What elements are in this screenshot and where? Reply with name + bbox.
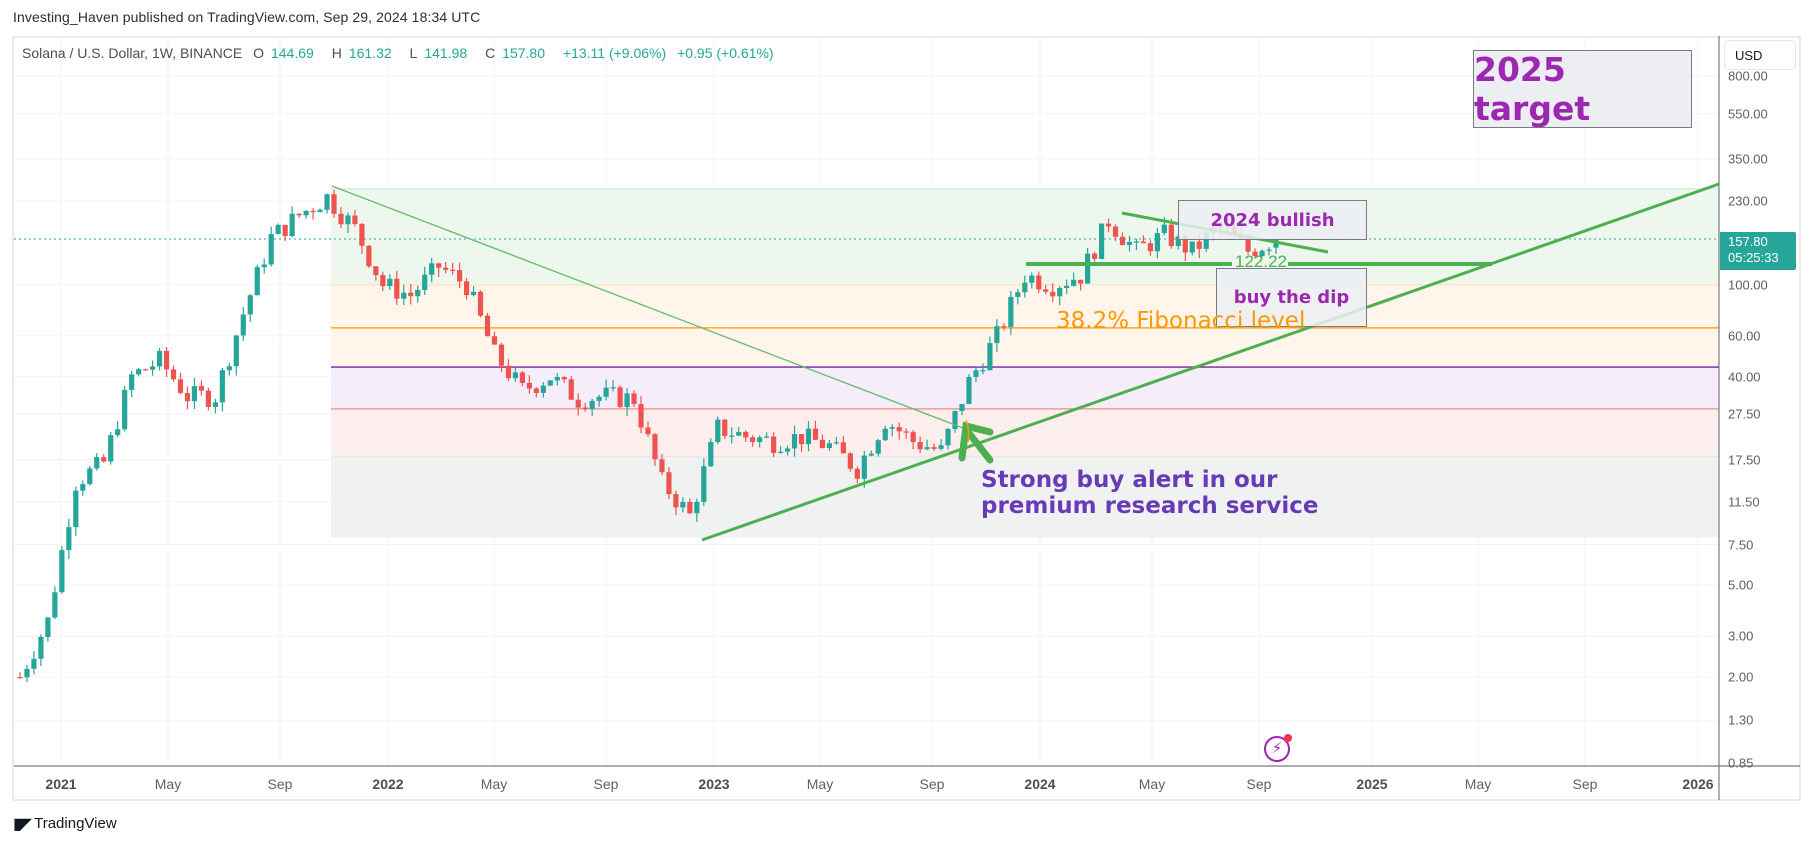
low-value: 141.98 [424, 45, 468, 61]
time-tick-2021: 2021 [45, 776, 77, 792]
time-tick-2023: 2023 [698, 776, 730, 792]
bullish-annotation: 2024 bullish [1178, 200, 1367, 240]
price-tick: 550.00 [1728, 106, 1768, 122]
price-tick: 17.50 [1728, 452, 1761, 468]
downtrend-line [331, 185, 964, 429]
fib-zone [331, 367, 1719, 409]
time-tick-sep: Sep [1572, 776, 1598, 792]
price-tick: 27.50 [1728, 406, 1761, 422]
strong-buy-line1: Strong buy alert in our [981, 467, 1278, 493]
bar-countdown: 05:25:33 [1728, 250, 1779, 265]
time-tick-2025: 2025 [1356, 776, 1388, 792]
low-label: L [409, 45, 418, 61]
price-tick: 5.00 [1728, 577, 1754, 593]
time-tick-may: May [154, 776, 182, 792]
tradingview-brand: TradingView [34, 815, 117, 832]
time-tick-2022: 2022 [372, 776, 404, 792]
uptrend-support-line [701, 182, 1720, 542]
change2-value: +0.95 (+0.61%) [677, 45, 774, 61]
price-tick: 1.30 [1728, 712, 1754, 728]
fib-zone [331, 408, 1719, 457]
price-tick: 11.50 [1728, 494, 1760, 510]
candles [17, 189, 1279, 682]
open-value: 144.69 [270, 45, 314, 61]
last-price: 157.80 [1728, 234, 1768, 249]
target-annotation: 2025 target [1473, 50, 1692, 128]
symbol-name[interactable]: Solana / U.S. Dollar, 1W, BINANCE [22, 45, 243, 61]
tradingview-logo[interactable]: ▮◤ TradingView [13, 814, 117, 833]
time-tick-sep: Sep [267, 776, 293, 792]
time-tick-sep: Sep [1246, 776, 1272, 792]
fib-zone [331, 456, 1719, 538]
time-tick-2024: 2024 [1024, 776, 1056, 792]
price-tick: 800.00 [1728, 68, 1768, 84]
publisher-caption: Investing_Haven published on TradingView… [13, 9, 481, 25]
price-tick: 0.85 [1728, 755, 1754, 771]
price-tick: 3.00 [1728, 628, 1754, 644]
time-tick-may: May [1464, 776, 1492, 792]
time-tick-may: May [1138, 776, 1166, 792]
close-label: C [485, 45, 496, 61]
strong-buy-line2: premium research service [981, 493, 1319, 519]
last-price-badge: 157.80 05:25:33 [1720, 232, 1796, 270]
price-tick: 230.00 [1728, 193, 1768, 209]
notification-dot [1284, 734, 1292, 742]
time-tick-may: May [480, 776, 508, 792]
price-tick: 40.00 [1728, 369, 1761, 385]
time-tick-2026: 2026 [1682, 776, 1714, 792]
price-tick: 60.00 [1728, 328, 1761, 344]
buy-dip-annotation: buy the dip [1216, 268, 1367, 327]
time-tick-may: May [806, 776, 834, 792]
tradingview-mark-icon: ▮◤ [13, 814, 32, 833]
price-tick: 2.00 [1728, 669, 1754, 685]
high-label: H [331, 45, 342, 61]
close-value: 157.80 [502, 45, 546, 61]
time-tick-sep: Sep [919, 776, 945, 792]
lightning-icon[interactable]: ⚡ [1264, 734, 1292, 762]
time-tick-sep: Sep [593, 776, 619, 792]
strong-buy-annotation: Strong buy alert in our premium research… [981, 467, 1318, 519]
open-label: O [253, 45, 264, 61]
buy-arrow-icon [958, 421, 994, 464]
change-value: +13.11 (+9.06%) [562, 45, 667, 61]
support-price-label: 122.22 [1235, 252, 1287, 271]
fib-zone [331, 188, 1719, 285]
price-tick: 7.50 [1728, 537, 1754, 552]
price-tick: 100.00 [1728, 277, 1768, 293]
fib-zone [331, 284, 1719, 368]
price-tick: 350.00 [1728, 151, 1768, 167]
high-value: 161.32 [348, 45, 392, 61]
fibonacci-label: 38.2% Fibonacci level [1056, 308, 1306, 334]
symbol-legend: Solana / U.S. Dollar, 1W, BINANCE O 144.6… [22, 45, 781, 61]
currency-button[interactable]: USD [1724, 40, 1796, 70]
